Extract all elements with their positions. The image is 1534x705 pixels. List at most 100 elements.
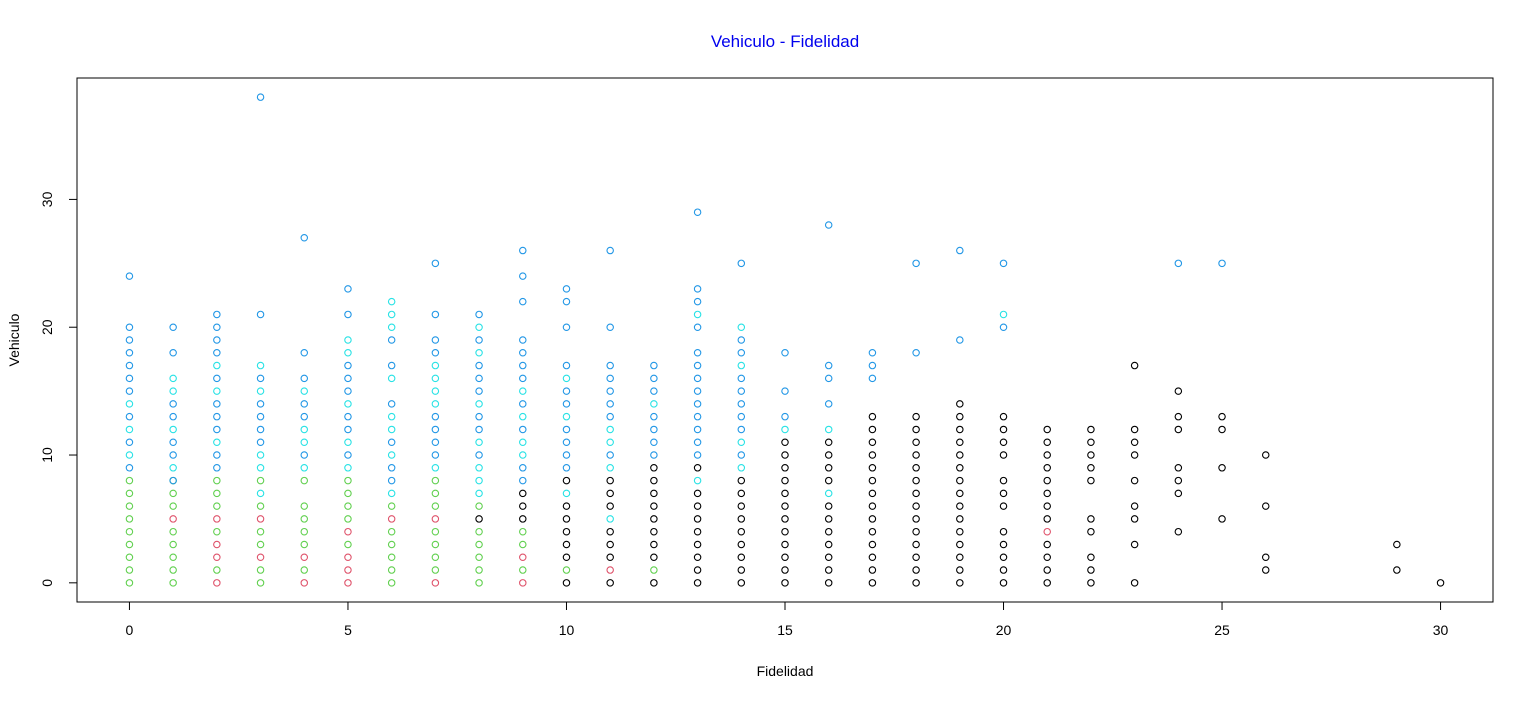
data-point-cyan: [606, 438, 614, 446]
data-point-black: [519, 489, 527, 498]
data-point-black: [1261, 566, 1270, 574]
data-point-black: [1174, 387, 1183, 395]
data-point-black: [868, 425, 877, 434]
data-point-red: [519, 579, 527, 587]
data-point-black: [693, 566, 702, 574]
data-point-blue: [693, 425, 702, 434]
data-point-blue: [344, 425, 352, 434]
data-point-blue: [300, 412, 309, 421]
data-point-cyan: [562, 489, 571, 498]
data-point-green: [300, 476, 309, 485]
data-point-black: [824, 553, 833, 562]
data-point-black: [956, 476, 964, 485]
data-point-blue: [475, 336, 483, 344]
x-tick-label: 10: [559, 622, 575, 638]
data-point-black: [1087, 464, 1095, 472]
data-point-black: [999, 438, 1008, 446]
data-point-green: [387, 540, 396, 549]
data-point-black: [1130, 502, 1139, 510]
data-point-cyan: [387, 412, 396, 421]
data-point-blue: [781, 387, 789, 395]
data-point-blue: [256, 400, 265, 408]
data-point-black: [999, 553, 1008, 562]
data-point-black: [1043, 515, 1051, 523]
data-point-blue: [562, 438, 571, 446]
data-point-black: [693, 553, 702, 562]
data-point-green: [475, 527, 483, 536]
data-point-black: [693, 579, 702, 587]
data-point-green: [344, 502, 352, 510]
data-point-cyan: [824, 489, 833, 498]
data-point-blue: [475, 374, 483, 383]
data-point-cyan: [693, 476, 702, 485]
data-point-cyan: [256, 451, 265, 459]
data-point-black: [781, 489, 789, 498]
data-point-blue: [737, 387, 746, 395]
data-point-cyan: [737, 361, 746, 370]
data-point-cyan: [475, 323, 483, 331]
data-point-black: [868, 515, 877, 523]
data-point-green: [169, 579, 177, 587]
data-point-blue: [475, 425, 483, 434]
data-point-black: [562, 502, 571, 510]
data-point-black: [1261, 553, 1270, 562]
data-point-black: [912, 502, 920, 510]
x-tick-label: 30: [1433, 622, 1449, 638]
y-tick-label: 30: [39, 191, 55, 207]
data-point-black: [1218, 515, 1226, 523]
data-point-black: [824, 579, 833, 587]
data-point-cyan: [737, 323, 746, 331]
data-point-black: [606, 502, 614, 510]
data-point-blue: [169, 438, 177, 446]
data-point-black: [1218, 412, 1226, 421]
data-point-black: [1043, 579, 1051, 587]
data-point-black: [868, 476, 877, 485]
data-point-black: [1130, 515, 1139, 523]
data-point-blue: [693, 374, 702, 383]
data-point-black: [912, 425, 920, 434]
data-point-blue: [519, 374, 527, 383]
data-point-blue: [213, 323, 221, 331]
data-point-blue: [431, 310, 440, 319]
data-point-blue: [431, 451, 440, 459]
data-point-blue: [344, 361, 352, 370]
data-point-blue: [562, 323, 571, 331]
data-point-green: [213, 502, 221, 510]
data-point-black: [693, 489, 702, 498]
y-axis-label: Vehiculo: [6, 313, 22, 366]
data-point-black: [956, 400, 964, 408]
data-point-black: [606, 579, 614, 587]
data-point-blue: [213, 425, 221, 434]
data-point-red: [256, 553, 265, 562]
data-point-black: [1130, 361, 1139, 370]
x-tick-label: 20: [996, 622, 1012, 638]
data-point-black: [912, 438, 920, 446]
data-point-blue: [562, 400, 571, 408]
data-point-green: [300, 527, 309, 536]
data-point-blue: [781, 349, 789, 357]
data-point-blue: [868, 361, 877, 370]
data-point-black: [1087, 451, 1095, 459]
data-point-black: [781, 502, 789, 510]
data-point-cyan: [344, 464, 352, 472]
data-point-blue: [519, 361, 527, 370]
data-point-green: [650, 566, 658, 574]
data-point-blue: [912, 259, 920, 268]
data-point-black: [956, 515, 964, 523]
data-point-black: [1087, 553, 1095, 562]
data-point-black: [1043, 425, 1051, 434]
data-point-blue: [431, 259, 440, 268]
data-point-cyan: [300, 464, 309, 472]
data-point-black: [1130, 451, 1139, 459]
data-point-black: [606, 489, 614, 498]
data-point-black: [1043, 464, 1051, 472]
data-point-green: [475, 566, 483, 574]
data-point-black: [956, 527, 964, 536]
data-point-black: [1174, 425, 1183, 434]
data-point-red: [431, 515, 440, 523]
data-point-blue: [737, 425, 746, 434]
data-point-black: [737, 553, 746, 562]
data-point-black: [912, 464, 920, 472]
data-point-blue: [169, 476, 177, 485]
